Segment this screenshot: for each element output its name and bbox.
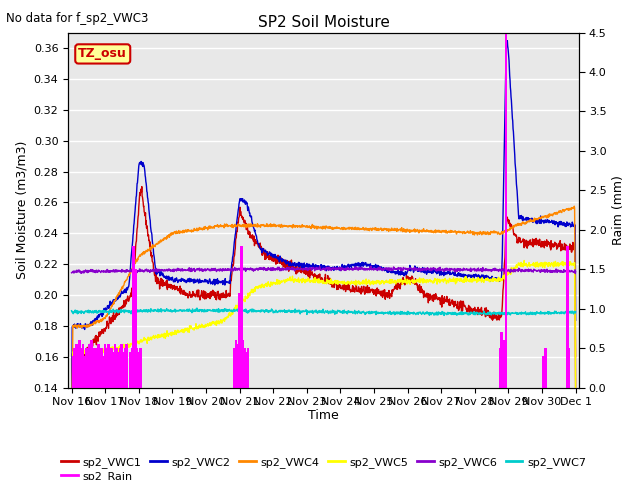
- Legend: sp2_Rain: sp2_Rain: [57, 467, 137, 480]
- Legend: sp2_VWC1, sp2_VWC2, sp2_VWC4, sp2_VWC5, sp2_VWC6, sp2_VWC7: sp2_VWC1, sp2_VWC2, sp2_VWC4, sp2_VWC5, …: [57, 452, 590, 472]
- Text: TZ_osu: TZ_osu: [78, 48, 127, 60]
- Y-axis label: Raim (mm): Raim (mm): [612, 175, 625, 245]
- Title: SP2 Soil Moisture: SP2 Soil Moisture: [258, 15, 390, 30]
- X-axis label: Time: Time: [308, 409, 339, 422]
- Y-axis label: Soil Moisture (m3/m3): Soil Moisture (m3/m3): [15, 141, 28, 279]
- Text: No data for f_sp2_VWC3: No data for f_sp2_VWC3: [6, 12, 148, 25]
